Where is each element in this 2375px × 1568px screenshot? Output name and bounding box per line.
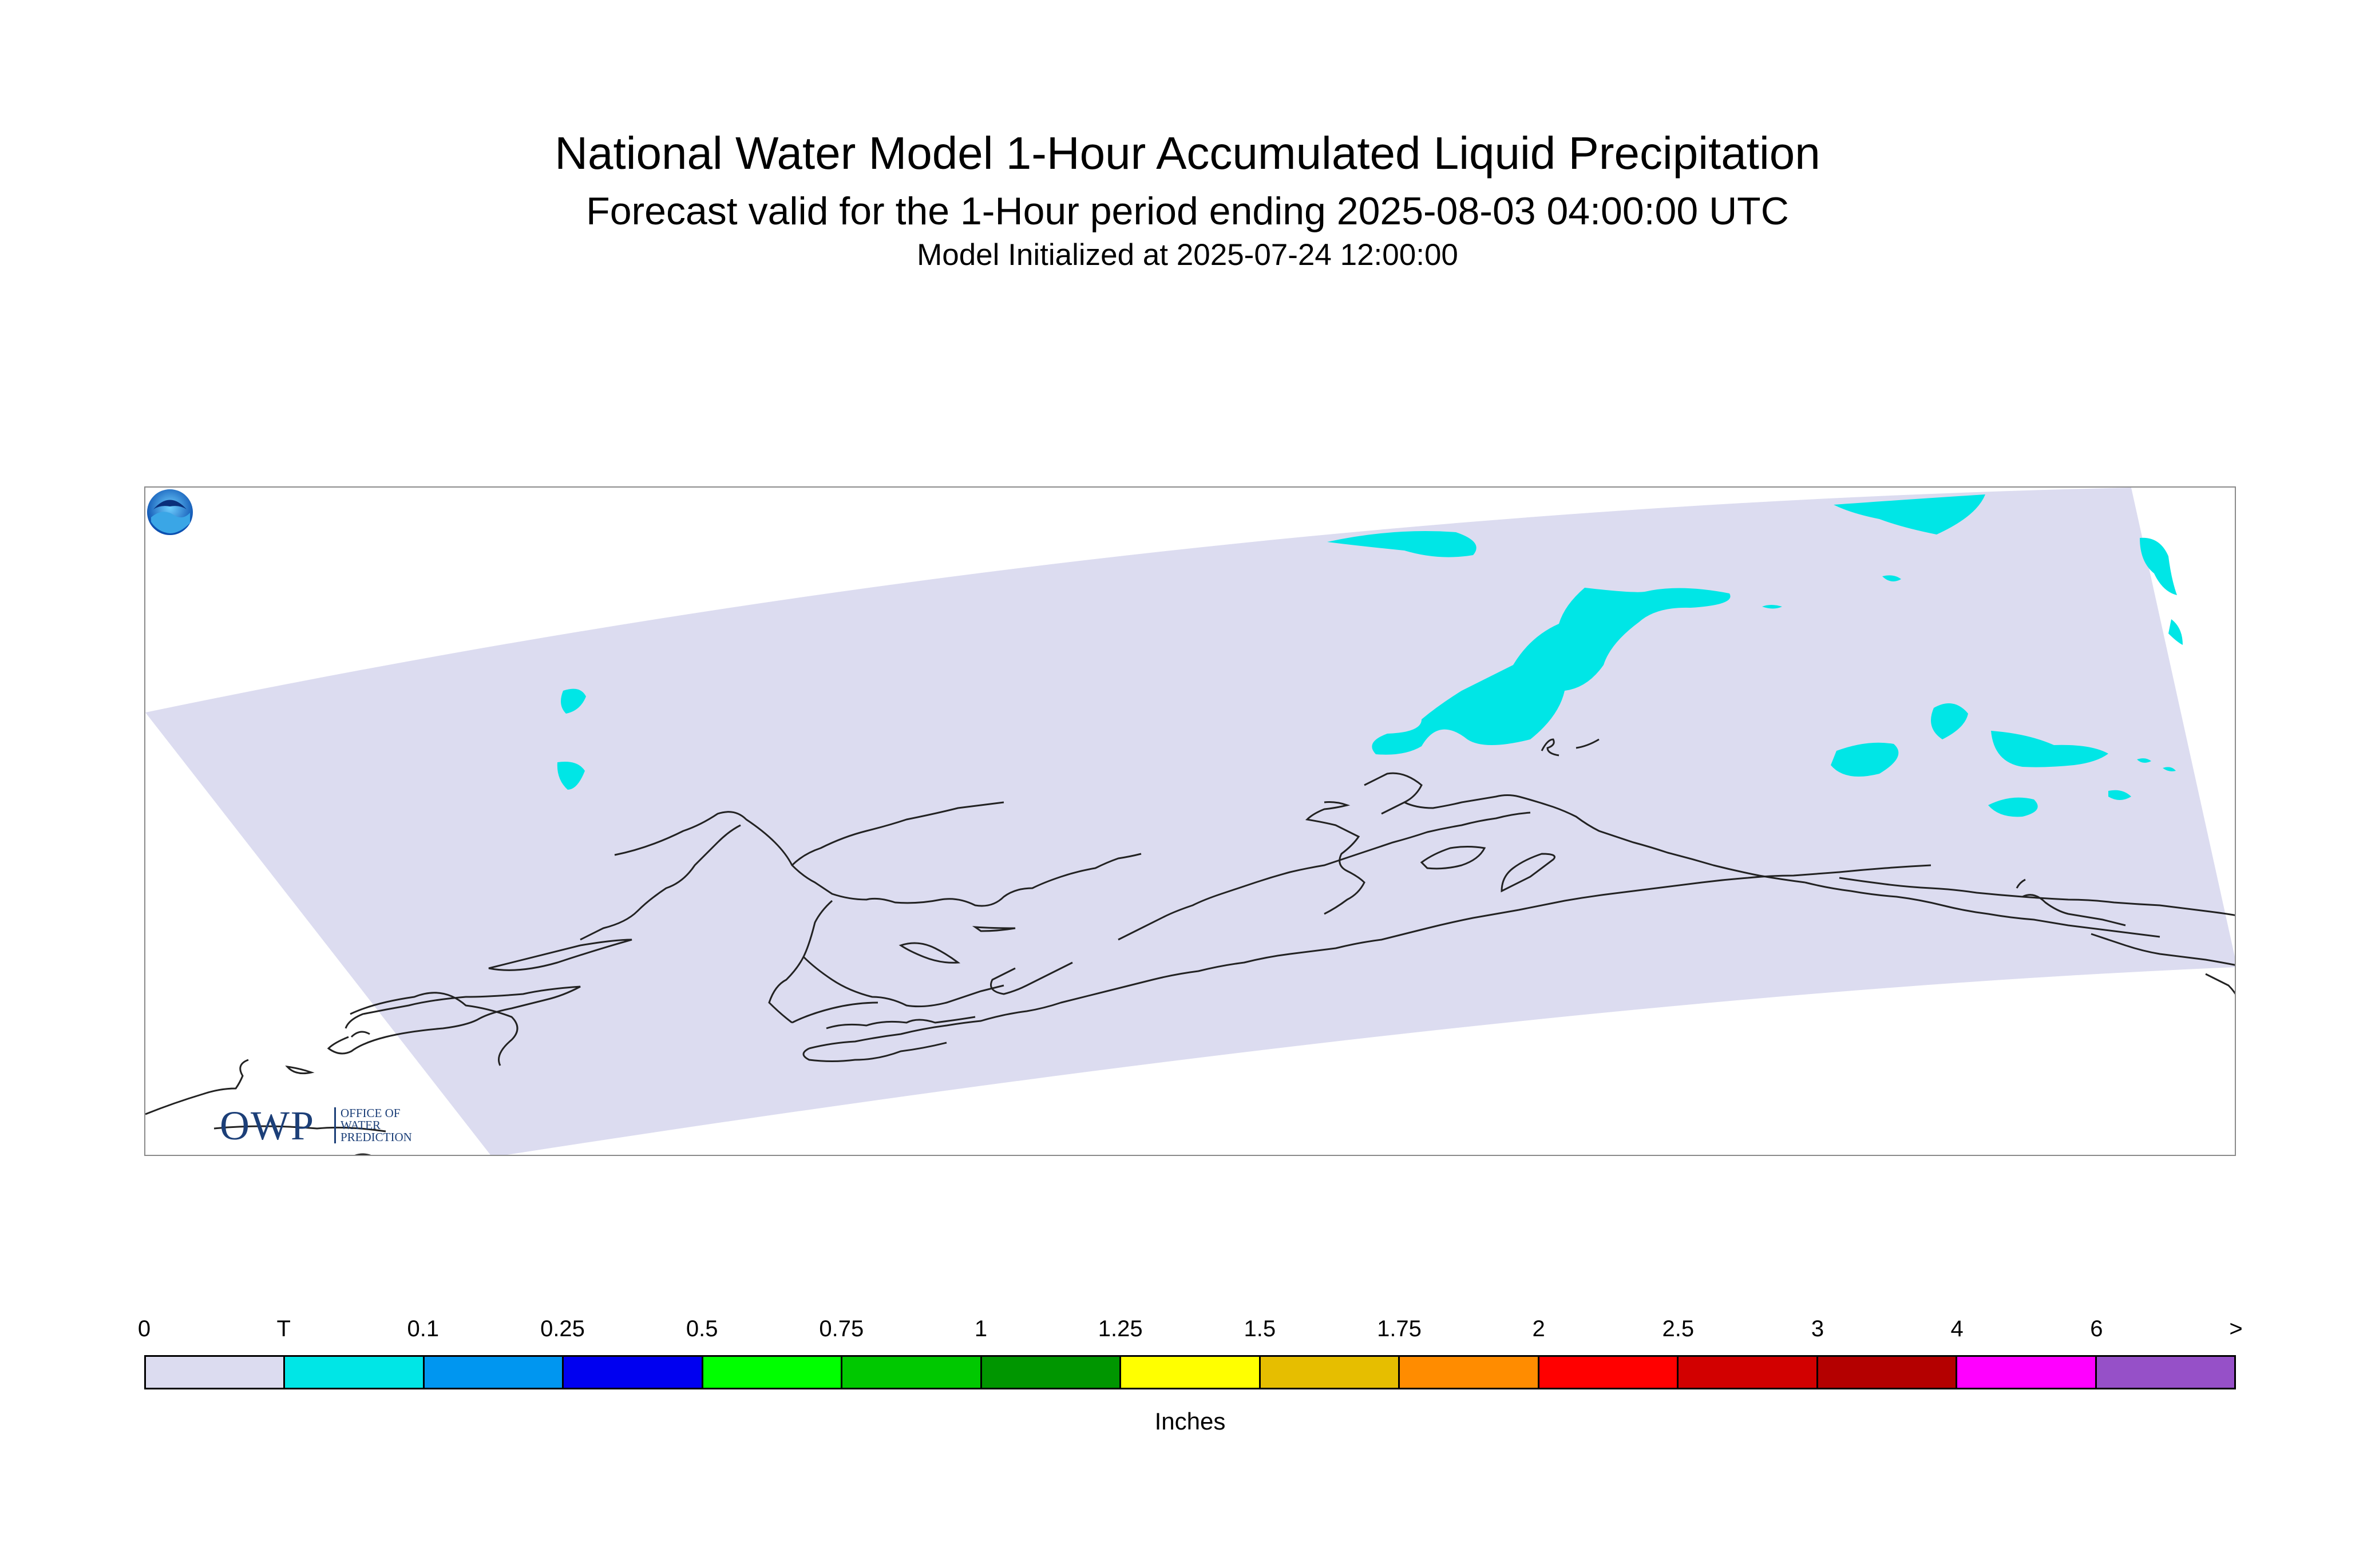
coastline	[791, 1001, 878, 1024]
legend-swatch	[1679, 1357, 1818, 1388]
legend-tick-label: 3	[1811, 1316, 1824, 1341]
color-legend: 0 T 0.1 0.25 0.5 0.75 1 1.25 1.5 1.75 2 2.5 3 4 6 > Inc…	[138, 1316, 2243, 1435]
legend-tick-label: 0.5	[686, 1316, 718, 1341]
legend-swatch	[146, 1357, 286, 1388]
precip-area	[2108, 790, 2131, 800]
precip-area	[2163, 767, 2176, 771]
coastline	[990, 961, 1073, 995]
coastlines	[145, 738, 2235, 1155]
coastline	[2022, 894, 2126, 926]
coastline	[1576, 738, 1600, 749]
legend-swatch	[1818, 1357, 1958, 1388]
precip-area	[2140, 537, 2177, 595]
precip-area	[1831, 742, 1899, 777]
legend-color-bar	[144, 1355, 2236, 1389]
coastline	[1839, 877, 2235, 916]
precip-area	[561, 688, 586, 714]
precip-area	[2168, 619, 2183, 645]
precip-area	[1931, 703, 1968, 739]
coastline	[285, 1065, 315, 1075]
coastline	[1541, 738, 1559, 757]
coastline	[972, 926, 1016, 932]
precip-area	[1327, 531, 1477, 557]
coastline	[213, 1125, 386, 1133]
legend-tick-label: 1.25	[1098, 1316, 1143, 1341]
coastline	[2091, 933, 2235, 966]
legend-tick-label: T	[276, 1316, 291, 1341]
legend-tick-label: 0.75	[819, 1316, 864, 1341]
legend-tick-label: >	[2229, 1316, 2243, 1341]
coastline	[1420, 846, 1486, 870]
coastline	[1501, 853, 1555, 893]
precip-area	[1988, 797, 2038, 817]
owp-logo: OWP OFFICE OF WATER PREDICTION	[220, 1103, 432, 1149]
coastline	[768, 900, 833, 1024]
coastline	[2016, 878, 2026, 889]
legend-swatch	[1400, 1357, 1539, 1388]
coastline	[802, 1042, 947, 1062]
precip-area	[2137, 758, 2151, 763]
map-canvas	[145, 488, 2235, 1155]
precip-area	[1834, 494, 1985, 534]
legend-tick-label: 2.5	[1662, 1316, 1695, 1341]
coastline	[145, 1059, 249, 1115]
coastline	[350, 992, 518, 1066]
legend-swatch	[1957, 1357, 2097, 1388]
legend-units-label: Inches	[1154, 1408, 1226, 1435]
coastline	[791, 801, 1004, 866]
coastline	[898, 942, 961, 964]
legend-swatch	[703, 1357, 843, 1388]
legend-tick-label: 0.25	[540, 1316, 585, 1341]
legend-swatch	[1121, 1357, 1261, 1388]
coastline	[1404, 794, 1806, 884]
coastline	[350, 1031, 370, 1038]
legend-swatch	[1260, 1357, 1400, 1388]
coastline	[826, 1016, 976, 1030]
legend-swatch	[1539, 1357, 1679, 1388]
coastline	[802, 956, 1004, 1008]
legend-tick-label: 1.75	[1377, 1316, 1422, 1341]
owp-logo-text: OFFICE OF WATER PREDICTION	[334, 1107, 412, 1143]
coastline	[1364, 772, 1423, 815]
legend-swatch	[285, 1357, 425, 1388]
map-title: National Water Model 1-Hour Accumulated …	[555, 128, 1820, 179]
legend-tick-label: 1.5	[1244, 1316, 1276, 1341]
legend-tick-label: 1	[974, 1316, 988, 1341]
legend-swatch	[981, 1357, 1122, 1388]
owp-logo-letters: OWP	[220, 1103, 315, 1149]
legend-tick-label: 0	[137, 1316, 151, 1341]
model-init-line: Model Initialized at 2025-07-24 12:00:00	[917, 238, 1458, 272]
legend-tick-label: 6	[2090, 1316, 2103, 1341]
precipitation-map: OWP OFFICE OF WATER PREDICTION	[144, 486, 2236, 1156]
precip-area	[1372, 588, 1731, 755]
coastline	[354, 1153, 371, 1155]
coastline	[809, 864, 1931, 1050]
legend-swatch	[564, 1357, 703, 1388]
legend-tick-label: 0.1	[407, 1316, 440, 1341]
precip-area	[1991, 731, 2108, 767]
precip-area	[1882, 575, 1901, 581]
precip-area	[1762, 605, 1782, 609]
forecast-valid-subtitle: Forecast valid for the 1-Hour period end…	[586, 189, 1789, 233]
coastline	[327, 985, 581, 1055]
coastline	[614, 811, 1142, 907]
coastline	[580, 824, 741, 941]
model-domain-area	[145, 488, 2235, 1155]
coastline	[1118, 811, 1531, 941]
noaa-logo-icon	[146, 488, 194, 536]
legend-swatch	[424, 1357, 564, 1388]
legend-swatch	[2096, 1357, 2235, 1388]
legend-swatch	[842, 1357, 982, 1388]
legend-tick-label: 4	[1950, 1316, 1964, 1341]
coastline	[2205, 973, 2235, 995]
precip-area	[557, 762, 585, 790]
coastline	[488, 939, 632, 971]
legend-tick-label: 2	[1532, 1316, 1545, 1341]
precip-areas	[557, 494, 2183, 817]
coastline	[1305, 801, 1365, 915]
coastline	[1804, 881, 2160, 938]
